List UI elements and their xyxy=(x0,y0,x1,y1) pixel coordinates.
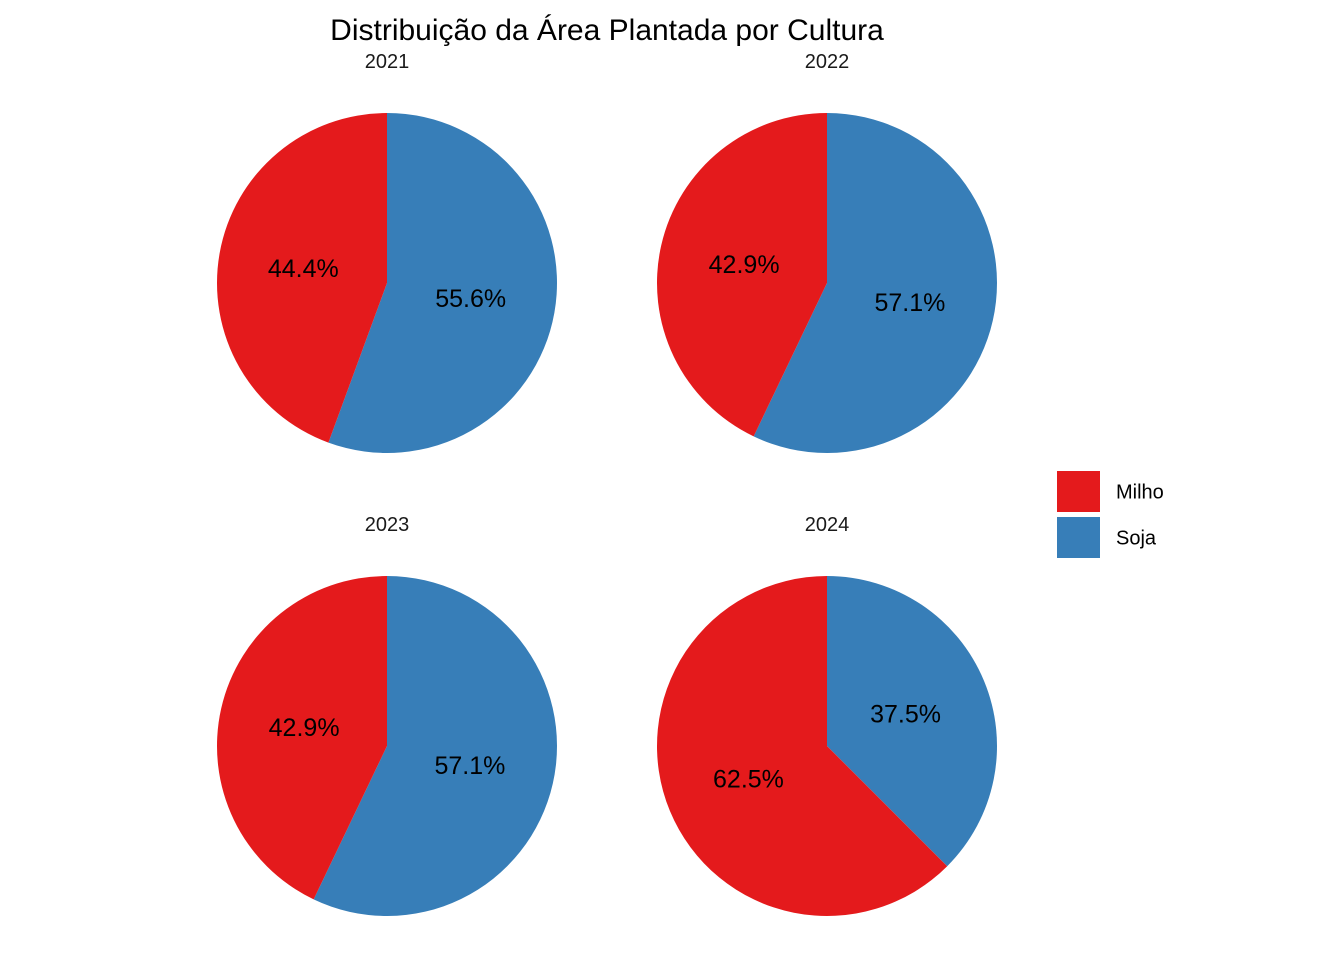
legend-label-soja: Soja xyxy=(1116,528,1157,550)
slice-label-soja-2021: 55.6% xyxy=(435,285,506,313)
slice-label-soja-2023: 57.1% xyxy=(434,752,505,780)
slice-label-soja-2024: 37.5% xyxy=(870,700,941,728)
slice-soja-2023 xyxy=(313,576,557,916)
slice-soja-2021 xyxy=(328,113,557,453)
facet-title-2023: 2023 xyxy=(365,514,410,536)
slice-label-milho-2024: 62.5% xyxy=(713,766,784,794)
slice-soja-2022 xyxy=(753,113,997,453)
facet-grid: 2021 44.4% 55.6% 2022 42.9% 57.1% 2023 42.9% 57.… xyxy=(216,51,998,917)
slice-label-milho-2022: 42.9% xyxy=(709,251,780,279)
facet-title-2021: 2021 xyxy=(365,51,410,73)
chart-title: Distribuição da Área Plantada por Cultur… xyxy=(330,14,884,47)
slice-milho-2021 xyxy=(216,113,387,443)
facet-2022: 2022 42.9% 57.1% xyxy=(657,51,997,453)
facet-2021: 2021 44.4% 55.6% xyxy=(216,51,557,453)
facet-2023: 2023 42.9% 57.1% xyxy=(216,514,557,916)
slice-label-milho-2021: 44.4% xyxy=(268,255,339,283)
legend: Milho Soja xyxy=(1057,471,1164,558)
facet-title-2022: 2022 xyxy=(805,51,850,73)
legend-label-milho: Milho xyxy=(1116,482,1164,504)
slice-milho-2024 xyxy=(657,576,948,917)
legend-key-milho xyxy=(1057,471,1100,512)
facet-2024: 2024 62.5% 37.5% xyxy=(657,514,998,917)
facet-title-2024: 2024 xyxy=(805,514,850,536)
legend-key-soja xyxy=(1057,517,1100,558)
slice-label-soja-2022: 57.1% xyxy=(874,289,945,317)
slice-label-milho-2023: 42.9% xyxy=(269,714,340,742)
slice-milho-2022 xyxy=(657,113,827,437)
slice-milho-2023 xyxy=(216,576,387,900)
slice-soja-2024 xyxy=(827,576,998,867)
